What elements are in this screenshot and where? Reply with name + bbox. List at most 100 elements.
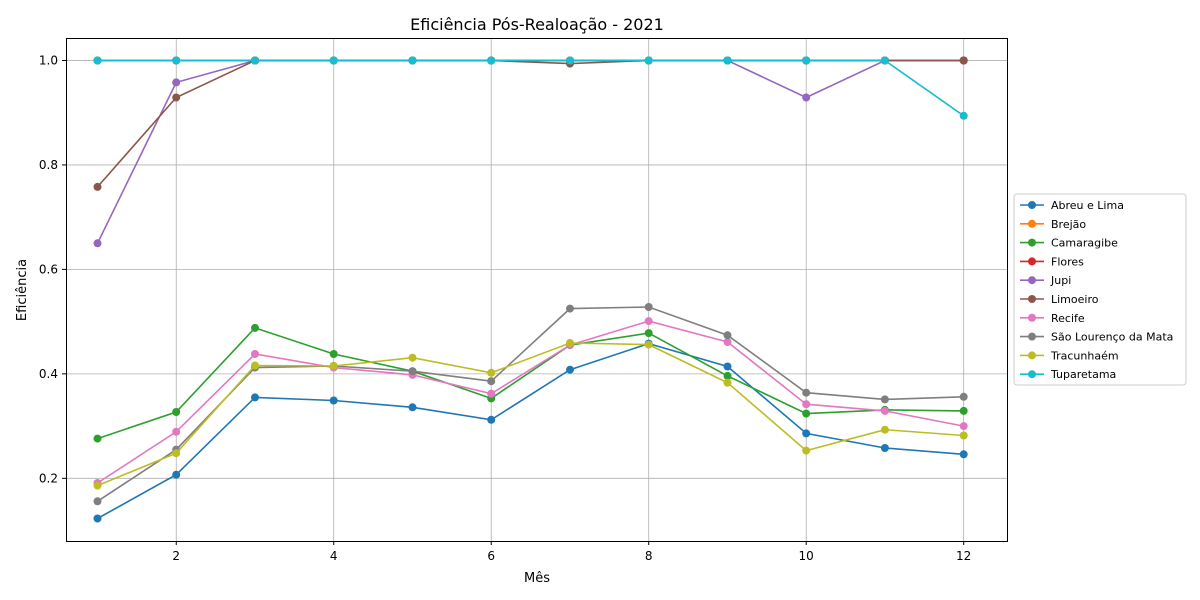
data-point-camaragibe [93,434,102,443]
data-point-camaragibe [802,409,811,418]
data-point-camaragibe [959,406,968,415]
data-point-limoeiro [959,56,968,65]
series-line-tuparetama [97,59,965,117]
y-tick-label: 0.2 [39,471,58,485]
legend-swatch-marker [1028,295,1036,303]
series-line-jupi [96,59,964,244]
series-line-camaragibe [97,326,964,440]
legend-label: Jupi [1050,274,1071,287]
data-point-camaragibe [172,408,181,416]
data-point-tracunhaem [487,368,496,377]
legend-label: Flores [1051,255,1084,268]
data-point-recife [959,422,968,431]
data-point-jupi [802,93,811,102]
data-point-sao-lourenco-da-mata [566,304,574,313]
data-point-abreu-e-lima [487,415,496,424]
legend-item: Abreu e Lima [1020,199,1124,212]
data-point-recife [644,317,653,326]
series-line-tracunhaem [97,342,964,487]
legend-item: São Lourenço da Mata [1020,331,1173,344]
series-jupi [93,56,968,248]
y-axis-label: Eficiência [15,259,30,321]
series-line-sao-lourenco-da-mata [97,306,964,502]
data-point-abreu-e-lima [802,429,811,438]
data-point-abreu-e-lima [172,470,181,479]
x-tick-label: 4 [330,549,338,563]
legend-label: Limoeiro [1051,293,1099,306]
legend-box [1013,193,1187,386]
series-line-abreu-e-lima [97,342,964,520]
legend-swatch-marker [1028,238,1036,247]
data-point-sao-lourenco-da-mata [487,377,496,386]
data-point-recife [487,389,496,398]
data-point-tuparetama [566,56,574,65]
grid [66,38,1007,541]
legend-label: Brejão [1051,218,1086,231]
legend-label: Camaragibe [1051,237,1118,250]
legend-swatch-marker [1028,313,1036,322]
x-tick-label: 2 [172,549,180,563]
data-point-sao-lourenco-da-mata [644,303,653,311]
legend-swatch-marker [1028,201,1036,209]
data-point-jupi [172,78,181,87]
data-point-sao-lourenco-da-mata [723,331,732,340]
data-point-sao-lourenco-da-mata [880,395,889,404]
data-point-tuparetama [172,56,181,65]
series-abreu-e-lima [93,339,968,523]
y-tick-label: 0.8 [39,158,58,172]
series-tracunhaem [93,339,968,490]
data-point-tracunhaem [566,339,574,347]
data-point-tuparetama [93,56,102,65]
legend-swatch-marker [1028,332,1036,341]
series-line-limoeiro [96,59,964,188]
legend-item: Tuparetama [1020,368,1116,381]
plot-series [93,56,968,523]
legend-label: Tracunhaém [1050,349,1119,362]
data-point-tracunhaem [802,446,811,455]
data-point-tuparetama [251,56,259,65]
series-line-recife [97,320,964,484]
legend-item: Camaragibe [1020,237,1118,250]
series-sao-lourenco-da-mata [93,303,968,506]
series-limoeiro [93,56,968,191]
data-point-camaragibe [644,329,653,338]
data-point-tracunhaem [723,378,732,387]
legend-swatch-marker [1028,257,1036,266]
data-point-recife [172,427,181,436]
plot-frame [66,38,1008,542]
data-point-sao-lourenco-da-mata [93,497,102,506]
legend-item: Tracunhaém [1020,349,1119,362]
data-point-tuparetama [644,56,653,65]
legend-label: São Lourenço da Mata [1051,331,1173,344]
data-point-tuparetama [408,56,417,65]
y-tick-label: 1.0 [39,53,58,67]
data-point-sao-lourenco-da-mata [959,392,968,401]
series-tuparetama [93,56,968,120]
y-tick-label: 0.6 [39,262,58,276]
legend-label: Recife [1051,312,1085,325]
legend-swatch-marker [1028,370,1036,379]
x-tick-label: 12 [956,549,971,563]
data-point-tuparetama [880,56,889,65]
data-point-sao-lourenco-da-mata [408,367,417,376]
data-point-tracunhaem [251,361,259,370]
y-tick-label: 0.4 [39,367,58,381]
legend-item: Brejão [1020,218,1086,231]
legend-item: Jupi [1020,274,1071,287]
data-point-abreu-e-lima [723,362,732,371]
legend-item: Recife [1020,312,1085,325]
data-point-jupi [93,239,102,248]
data-point-tuparetama [723,56,732,65]
chart-title: Eficiência Pós-Realoação - 2021 [410,15,664,34]
data-point-tracunhaem [959,431,968,440]
data-point-tuparetama [802,56,811,65]
x-tick-label: 10 [799,549,814,563]
data-point-recife [723,338,732,346]
data-point-abreu-e-lima [959,450,968,459]
data-point-tracunhaem [329,362,338,370]
data-point-tracunhaem [172,449,181,458]
x-tick-label: 8 [645,549,653,563]
data-point-abreu-e-lima [408,403,417,412]
x-tick-label: 6 [487,549,495,563]
